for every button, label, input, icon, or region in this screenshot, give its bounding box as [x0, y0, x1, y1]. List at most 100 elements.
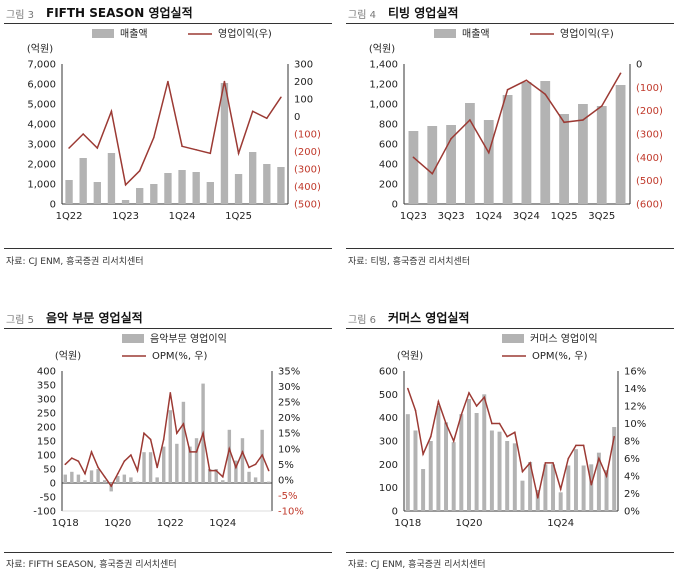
y-right-tick-label: 25%: [278, 398, 300, 409]
y-left-tick-label: 350: [37, 381, 56, 392]
line-point: [209, 152, 212, 155]
bar: [188, 446, 192, 483]
axis-unit-label: (억원): [27, 43, 53, 55]
line-point: [189, 451, 191, 453]
legend-bar-swatch: [434, 29, 456, 38]
line-point: [521, 470, 524, 473]
line-point: [407, 387, 409, 390]
y-left-tick-label: 200: [379, 460, 398, 471]
panel-title-row: 그림 4 티빙 영업실적: [342, 0, 678, 22]
panel-title: 커머스 영업실적: [388, 311, 470, 325]
line-point: [153, 136, 155, 139]
bar: [551, 464, 556, 511]
chart-panel-music: 그림 5 음악 부문 영업실적 (억원) -100 -50 0 50 100 150 200 2…: [0, 305, 336, 574]
line-point: [82, 133, 84, 135]
line-point: [460, 413, 463, 416]
y-left-tick-label: 0: [392, 200, 398, 211]
axis-unit-label: (억원): [55, 350, 81, 362]
combo-chart: (억원) 0 100 200 300 400 500 600 0% 2% 4% 6% 8% 10% 12% 1…: [379, 332, 646, 529]
bar: [221, 480, 225, 483]
bar: [483, 120, 494, 204]
line-point: [254, 463, 257, 466]
x-tick-label: 1Q24: [475, 211, 502, 222]
line-point: [619, 72, 622, 75]
bar: [267, 481, 271, 483]
bar: [234, 174, 243, 204]
y-left-tick-label: 300: [379, 437, 398, 448]
line-point: [600, 105, 603, 107]
legend-bar-swatch: [122, 334, 144, 343]
line-point: [221, 475, 224, 478]
y-left-tick-label: 3,000: [27, 140, 56, 151]
y-left-tick-label: 300: [37, 395, 56, 406]
figure-number: 그림 4: [348, 10, 376, 21]
y-left-tick-label: 400: [379, 160, 398, 171]
line-point: [136, 469, 139, 472]
line-point: [563, 121, 565, 124]
bar: [444, 422, 449, 511]
bar: [559, 114, 569, 204]
axis-unit-label: (억원): [397, 350, 423, 362]
line-point: [491, 422, 493, 425]
axis-unit-label: (억원): [369, 43, 395, 55]
bar: [148, 452, 153, 483]
y-left-tick-label: -50: [40, 493, 56, 504]
line-point: [235, 466, 237, 469]
opm-line: [64, 392, 270, 488]
x-tick-label: 1Q18: [394, 518, 421, 529]
y-right-tick-label: 0%: [624, 507, 640, 518]
y-left-tick-label: 1,400: [369, 60, 398, 71]
bar: [194, 438, 199, 483]
y-right-tick-label: (400): [636, 153, 663, 164]
bar: [164, 173, 172, 204]
y-right-tick-label: 20%: [278, 413, 300, 424]
bar: [263, 164, 271, 204]
bar: [466, 399, 471, 511]
y-right-tick-label: (600): [636, 200, 663, 211]
bar: [408, 131, 419, 204]
bar: [227, 429, 232, 483]
y-right-tick-label: (200): [294, 147, 321, 158]
x-tick-label: 1Q22: [157, 518, 184, 529]
line-point: [506, 88, 509, 91]
line-point: [514, 431, 516, 434]
line-point: [176, 432, 178, 435]
y-left-tick-label: 5,000: [27, 100, 56, 111]
x-tick-label: 1Q20: [455, 518, 482, 529]
bar: [207, 469, 212, 483]
bar: [502, 95, 513, 204]
bar: [436, 406, 441, 511]
title-divider: [346, 23, 674, 24]
x-tick-label: 1Q24: [209, 518, 236, 529]
bar: [83, 480, 87, 483]
figure-number: 그림 6: [348, 315, 376, 326]
bar: [93, 182, 101, 204]
x-tick-label: 3Q25: [588, 211, 615, 222]
panel-title: 음악 부문 영업실적: [46, 311, 143, 325]
source-note: 자료: CJ ENM, 흥국증권 리서치센터: [348, 560, 486, 570]
y-right-tick-label: 12%: [624, 402, 646, 413]
line-point: [130, 454, 132, 456]
y-left-tick-label: 0: [392, 507, 398, 518]
y-right-tick-label: 5%: [278, 460, 294, 471]
y-right-tick-label: (300): [636, 130, 663, 141]
y-left-tick-label: 250: [37, 409, 56, 420]
y-left-tick-label: 400: [379, 413, 398, 424]
line-point: [182, 423, 185, 425]
source-note: 자료: 티빙, 흥국증권 리서치센터: [348, 257, 471, 267]
y-left-tick-label: 200: [379, 180, 398, 191]
line-point: [598, 457, 600, 460]
bar: [136, 188, 144, 204]
y-left-tick-label: 2,000: [27, 160, 56, 171]
line-point: [71, 457, 73, 459]
y-right-tick-label: -10%: [278, 507, 304, 518]
bar: [89, 470, 94, 483]
line-point: [195, 148, 197, 151]
y-right-tick-label: (100): [636, 83, 663, 94]
line-point: [123, 460, 126, 463]
line-point: [96, 147, 99, 149]
line-point: [445, 422, 447, 425]
bar: [107, 153, 116, 204]
bar: [181, 401, 186, 483]
bar: [214, 469, 218, 483]
